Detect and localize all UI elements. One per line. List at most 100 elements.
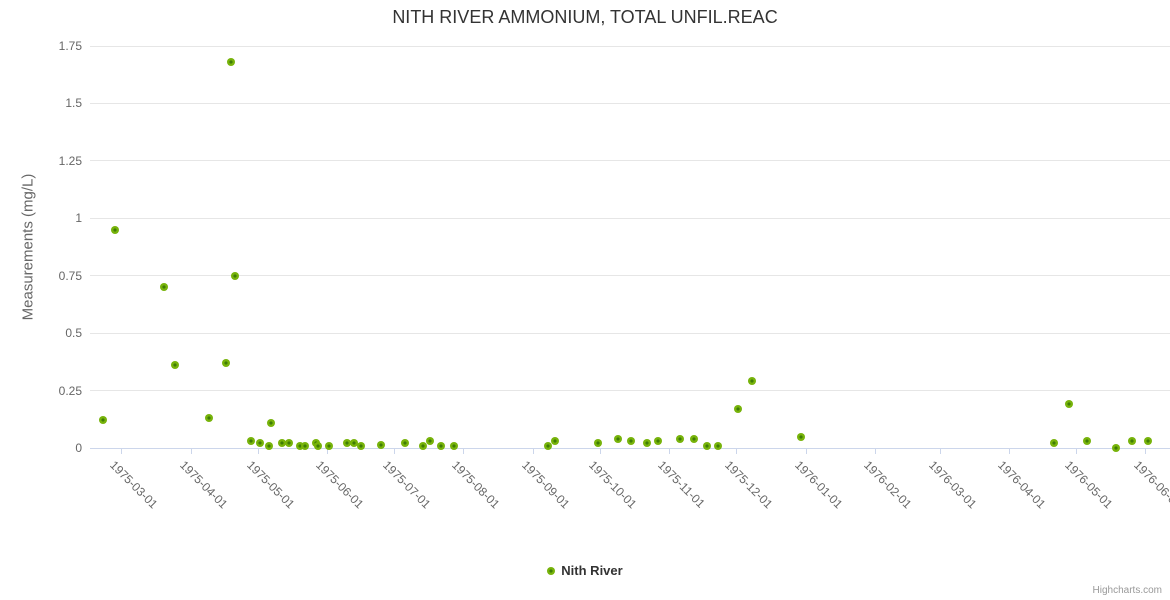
data-point[interactable]	[255, 439, 264, 448]
data-point[interactable]	[264, 441, 273, 450]
y-gridline	[90, 332, 1170, 334]
y-axis-label: 0.25	[58, 383, 82, 398]
data-point[interactable]	[676, 434, 685, 443]
y-axis-label: 1.5	[65, 96, 82, 111]
x-axis-label: 1975-09-01	[518, 458, 573, 512]
y-axis-label: 1.25	[58, 153, 82, 168]
y-axis-label: 1	[75, 211, 82, 226]
y-gridline	[90, 275, 1170, 277]
y-gridline	[90, 102, 1170, 104]
x-axis-label: 1975-10-01	[585, 458, 640, 512]
data-point[interactable]	[747, 377, 756, 386]
legend-item-nith-river[interactable]: Nith River	[0, 563, 1170, 578]
data-point[interactable]	[159, 283, 168, 292]
x-axis-tick	[394, 448, 396, 454]
data-point[interactable]	[627, 437, 636, 446]
data-point[interactable]	[246, 437, 255, 446]
x-axis-tick	[599, 448, 601, 454]
data-point[interactable]	[734, 404, 743, 413]
y-axis-label: 0	[75, 441, 82, 455]
y-axis-label: 0.75	[58, 268, 82, 283]
x-axis-label: 1975-03-01	[107, 458, 161, 512]
data-point[interactable]	[349, 439, 358, 448]
data-point[interactable]	[325, 441, 334, 450]
data-point[interactable]	[343, 439, 352, 448]
x-axis-tick	[532, 448, 534, 454]
x-axis-label: 1975-04-01	[176, 458, 231, 512]
data-point[interactable]	[231, 271, 240, 280]
x-axis-label: 1975-07-01	[380, 458, 434, 512]
data-point[interactable]	[450, 441, 459, 450]
data-point[interactable]	[419, 441, 428, 450]
x-axis-label: 1976-01-01	[791, 458, 845, 512]
x-axis-tick	[736, 448, 738, 454]
series-marker-icon	[547, 566, 556, 575]
x-axis-tick	[1076, 448, 1078, 454]
data-point[interactable]	[356, 441, 365, 450]
x-axis-tick	[327, 448, 329, 454]
data-point[interactable]	[376, 440, 385, 449]
x-axis-label: 1975-06-01	[313, 458, 367, 512]
data-point[interactable]	[797, 432, 806, 441]
data-point[interactable]	[1143, 437, 1152, 446]
data-point[interactable]	[593, 439, 602, 448]
x-axis-label: 1976-03-01	[925, 458, 980, 512]
plot-area: 0 0.25 0.5 0.75 1 1.25 1.5 1.75 1975-03-01 1975-0…	[59, 39, 1170, 511]
x-axis-label: 1976-02-01	[860, 458, 915, 512]
x-axis-line	[90, 448, 1170, 449]
data-point[interactable]	[642, 439, 651, 448]
data-point[interactable]	[99, 416, 108, 425]
data-point[interactable]	[703, 441, 712, 450]
x-axis-tick	[463, 448, 465, 454]
data-point[interactable]	[267, 418, 276, 427]
data-point[interactable]	[1083, 437, 1092, 446]
data-point[interactable]	[551, 437, 560, 446]
data-point[interactable]	[1112, 444, 1121, 452]
x-axis-tick	[874, 448, 876, 454]
data-point[interactable]	[437, 441, 446, 450]
data-point[interactable]	[296, 441, 305, 450]
x-axis-tick	[257, 448, 259, 454]
x-axis-tick	[1009, 448, 1010, 454]
x-axis-label: 1976-06-01	[1131, 458, 1170, 512]
y-axis-title: Measurements (mg/L)	[19, 173, 37, 321]
x-axis-tick	[805, 448, 807, 454]
y-axis-label: 1.75	[58, 39, 82, 53]
legend-label: Nith River	[561, 563, 623, 578]
data-point[interactable]	[278, 439, 287, 448]
data-point[interactable]	[1049, 439, 1058, 448]
data-point[interactable]	[1065, 400, 1074, 409]
x-axis-label: 1976-04-01	[995, 458, 1049, 512]
data-point[interactable]	[110, 225, 119, 234]
data-point[interactable]	[544, 441, 553, 450]
data-point[interactable]	[226, 58, 235, 67]
x-axis-label: 1975-05-01	[243, 458, 298, 512]
data-point[interactable]	[222, 359, 231, 367]
data-point[interactable]	[401, 439, 410, 448]
y-gridline	[90, 217, 1170, 219]
x-axis-label: 1975-12-01	[722, 458, 776, 512]
y-axis-label: 0.5	[65, 326, 82, 341]
data-point[interactable]	[285, 439, 293, 448]
data-point[interactable]	[170, 361, 179, 370]
x-axis-tick	[190, 448, 192, 454]
x-axis-tick	[1145, 448, 1147, 454]
data-point[interactable]	[314, 441, 323, 450]
x-axis-tick	[669, 448, 671, 454]
x-axis-label: 1975-11-01	[655, 458, 708, 511]
data-point[interactable]	[714, 441, 723, 450]
data-point[interactable]	[300, 441, 309, 450]
x-axis-tick	[939, 448, 941, 454]
data-point[interactable]	[613, 434, 622, 443]
y-gridline	[90, 45, 1170, 47]
y-gridline	[90, 160, 1170, 162]
x-axis-label: 1975-08-01	[449, 458, 503, 512]
data-point[interactable]	[1127, 437, 1136, 446]
data-point[interactable]	[653, 437, 662, 446]
data-point[interactable]	[204, 414, 213, 423]
data-point[interactable]	[689, 434, 698, 443]
highcharts-credit-link[interactable]: Highcharts.com	[1092, 585, 1162, 596]
data-point[interactable]	[425, 437, 434, 446]
x-axis-tick	[121, 448, 123, 454]
